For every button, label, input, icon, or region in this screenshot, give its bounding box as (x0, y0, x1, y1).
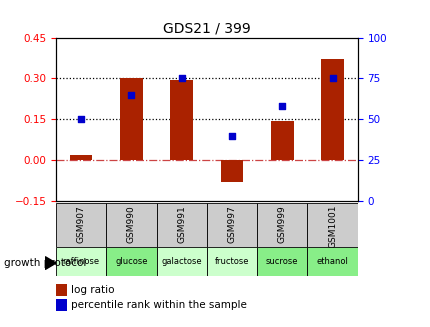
Bar (257, 247, 307, 276)
Bar (206, 203, 257, 247)
Bar (257, 203, 307, 247)
Text: fructose: fructose (214, 257, 249, 266)
Text: galactose: galactose (161, 257, 202, 266)
Bar (56, 247, 106, 276)
Point (329, 76, 335, 81)
Bar (106, 203, 156, 247)
Text: GSM997: GSM997 (227, 205, 236, 243)
Text: glucose: glucose (115, 257, 147, 266)
Text: GSM999: GSM999 (277, 205, 286, 243)
Text: sucrose: sucrose (265, 257, 298, 266)
Point (278, 104, 285, 109)
Point (178, 76, 185, 81)
Bar (206, 247, 257, 276)
Point (77, 117, 84, 122)
Bar (170, 80, 193, 160)
Point (128, 92, 135, 97)
Text: log ratio: log ratio (71, 285, 114, 295)
Polygon shape (45, 257, 56, 269)
Bar (106, 247, 156, 276)
Bar (320, 60, 343, 160)
Title: GDS21 / 399: GDS21 / 399 (163, 21, 250, 35)
Text: GSM990: GSM990 (127, 205, 135, 243)
Text: raffinose: raffinose (62, 257, 99, 266)
Text: GSM1001: GSM1001 (327, 205, 336, 249)
Bar (56, 203, 106, 247)
Bar (307, 203, 357, 247)
Text: growth protocol: growth protocol (4, 258, 86, 268)
Text: GSM907: GSM907 (77, 205, 86, 243)
Bar (307, 247, 357, 276)
Text: ethanol: ethanol (316, 257, 348, 266)
Bar (70, 155, 92, 160)
Bar (220, 160, 243, 182)
Bar (120, 78, 142, 160)
Bar (156, 247, 206, 276)
Bar (156, 203, 206, 247)
Bar (270, 121, 293, 160)
Text: percentile rank within the sample: percentile rank within the sample (71, 300, 246, 310)
Point (228, 133, 235, 138)
Text: GSM991: GSM991 (177, 205, 186, 243)
